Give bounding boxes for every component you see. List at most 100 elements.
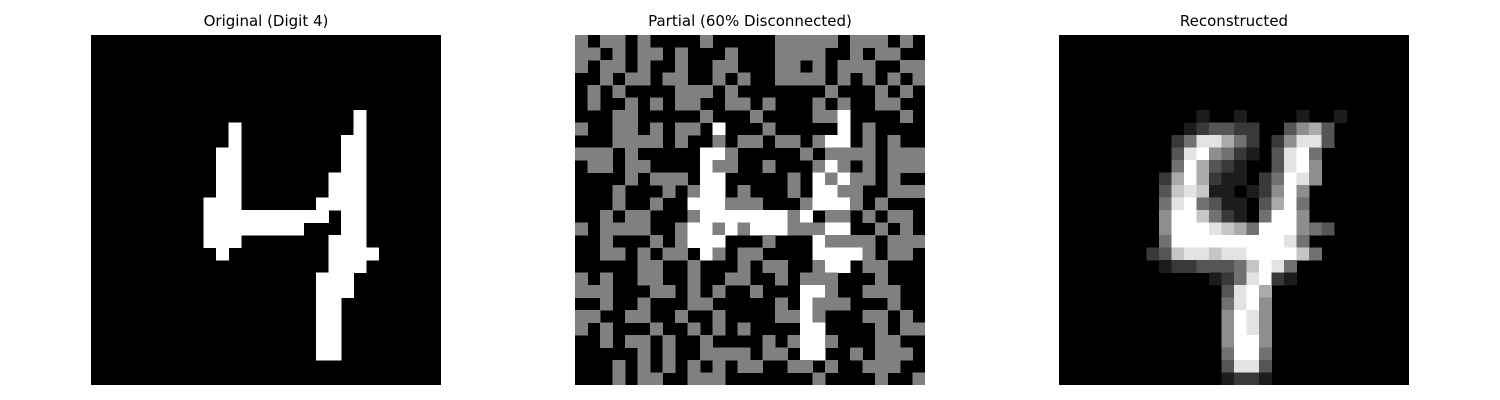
masked-pixel xyxy=(875,222,888,236)
masked-pixel xyxy=(700,372,713,385)
masked-pixel xyxy=(650,322,663,336)
masked-pixel xyxy=(912,185,925,198)
kept-pixel xyxy=(700,147,713,161)
original-pixel xyxy=(228,210,242,223)
reconstructed-pixel xyxy=(1171,172,1185,186)
original-pixel xyxy=(216,210,229,223)
reconstructed-pixel xyxy=(1309,147,1322,161)
reconstructed-pixel xyxy=(1284,247,1297,261)
masked-pixel xyxy=(612,135,626,148)
masked-pixel xyxy=(637,60,651,73)
masked-pixel xyxy=(600,297,613,311)
reconstructed-pixel xyxy=(1221,335,1235,348)
reconstructed-pixel xyxy=(1171,260,1185,273)
reconstructed-pixel xyxy=(1309,160,1322,173)
masked-pixel xyxy=(600,247,613,261)
original-pixel xyxy=(278,222,292,236)
kept-pixel xyxy=(800,310,813,323)
masked-pixel xyxy=(762,347,776,361)
kept-pixel xyxy=(837,172,851,186)
reconstructed-pixel xyxy=(1234,247,1247,261)
reconstructed-pixel xyxy=(1259,372,1272,385)
original-pixel xyxy=(203,235,217,248)
kept-pixel xyxy=(775,222,788,236)
original-pixel xyxy=(216,235,229,248)
masked-pixel xyxy=(850,35,863,48)
masked-pixel xyxy=(687,97,701,111)
reconstructed-pixel xyxy=(1271,160,1285,173)
masked-pixel xyxy=(825,297,838,311)
original-pixel xyxy=(253,210,267,223)
reconstructed-pixel xyxy=(1271,135,1285,148)
masked-pixel xyxy=(737,135,751,148)
masked-pixel xyxy=(650,285,663,298)
reconstructed-pixel xyxy=(1221,272,1235,286)
masked-pixel xyxy=(600,235,613,248)
masked-pixel xyxy=(825,210,838,223)
original-pixel xyxy=(228,160,242,173)
masked-pixel xyxy=(737,347,751,361)
original-pixel xyxy=(228,185,242,198)
masked-pixel xyxy=(812,60,826,73)
reconstructed-pixel xyxy=(1234,222,1247,236)
reconstructed-pixel xyxy=(1196,235,1210,248)
reconstructed-pixel xyxy=(1196,160,1210,173)
original-pixel xyxy=(316,272,329,286)
masked-pixel xyxy=(625,110,638,123)
reconstructed-pixel xyxy=(1284,222,1297,236)
original-pixel xyxy=(216,247,229,261)
masked-pixel xyxy=(637,35,651,48)
masked-pixel xyxy=(612,360,626,373)
reconstructed-pixel xyxy=(1196,197,1210,211)
reconstructed-pixel xyxy=(1284,210,1297,223)
masked-pixel xyxy=(825,110,838,123)
reconstructed-pixel xyxy=(1234,272,1247,286)
reconstructed-pixel xyxy=(1234,210,1247,223)
original-pixel xyxy=(353,222,367,236)
masked-pixel xyxy=(825,272,838,286)
masked-pixel xyxy=(575,122,588,136)
original-pixel xyxy=(353,135,367,148)
kept-pixel xyxy=(700,222,713,236)
masked-pixel xyxy=(662,185,676,198)
kept-pixel xyxy=(700,172,713,186)
reconstructed-pixel xyxy=(1246,185,1260,198)
masked-pixel xyxy=(625,97,638,111)
original-pixel xyxy=(216,160,229,173)
masked-pixel xyxy=(737,272,751,286)
masked-pixel xyxy=(575,60,588,73)
masked-pixel xyxy=(612,60,626,73)
masked-pixel xyxy=(675,135,688,148)
kept-pixel xyxy=(762,210,776,223)
kept-pixel xyxy=(812,322,826,336)
masked-pixel xyxy=(612,35,626,48)
masked-pixel xyxy=(600,210,613,223)
masked-pixel xyxy=(662,347,676,361)
kept-pixel xyxy=(712,210,726,223)
masked-pixel xyxy=(650,172,663,186)
masked-pixel xyxy=(875,360,888,373)
masked-pixel xyxy=(637,72,651,86)
masked-pixel xyxy=(812,35,826,48)
reconstructed-pixel xyxy=(1296,122,1310,136)
reconstructed-pixel xyxy=(1234,197,1247,211)
masked-pixel xyxy=(625,222,638,236)
reconstructed-pixel xyxy=(1321,222,1335,236)
original-pixel xyxy=(216,222,229,236)
reconstructed-pixel xyxy=(1171,235,1185,248)
kept-pixel xyxy=(725,210,738,223)
masked-pixel xyxy=(837,72,851,86)
masked-pixel xyxy=(887,247,901,261)
original-pixel xyxy=(341,197,354,211)
masked-pixel xyxy=(687,297,701,311)
original-pixel xyxy=(341,247,354,261)
original-pixel xyxy=(353,147,367,161)
masked-pixel xyxy=(600,285,613,298)
masked-pixel xyxy=(750,197,763,211)
masked-pixel xyxy=(762,235,776,248)
masked-pixel xyxy=(850,147,863,161)
masked-pixel xyxy=(775,72,788,86)
original-pixel xyxy=(328,247,342,261)
kept-pixel xyxy=(825,247,838,261)
masked-pixel xyxy=(600,35,613,48)
